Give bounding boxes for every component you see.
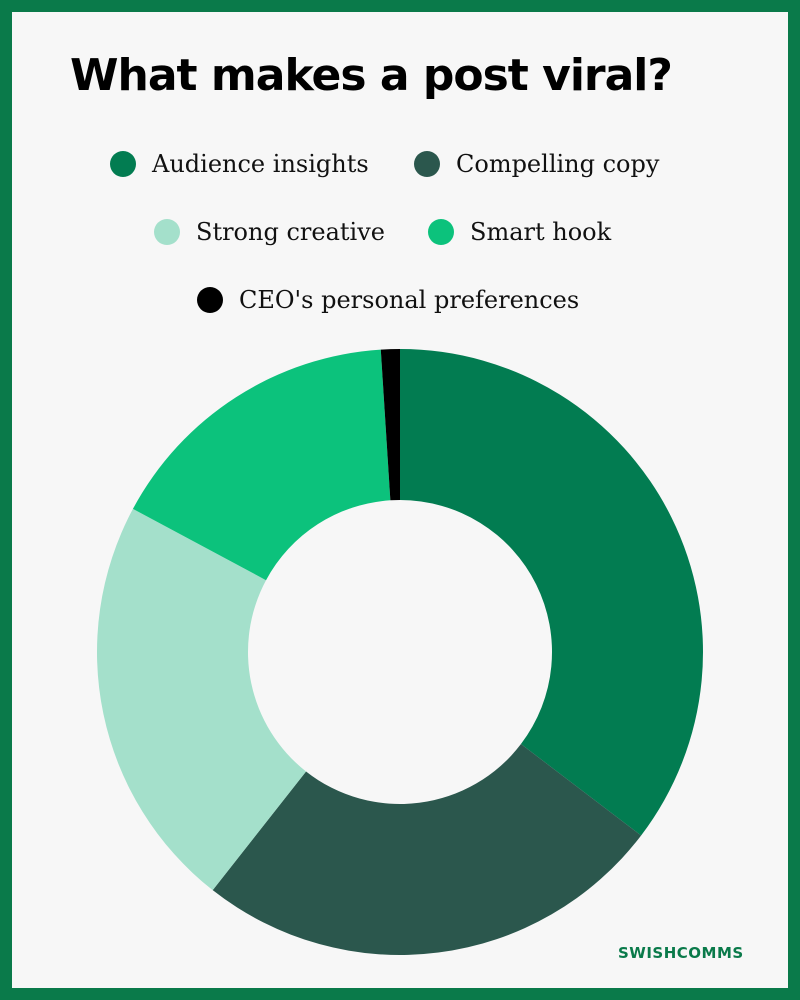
legend-label: Smart hook — [470, 218, 612, 246]
legend-label: Compelling copy — [456, 150, 660, 178]
legend-label: Strong creative — [196, 218, 385, 246]
slice-smart-hook — [132, 349, 391, 581]
legend-swatch — [110, 151, 136, 177]
slice-compelling-copy — [212, 744, 642, 956]
legend-item-audience-insights: Audience insights — [110, 150, 369, 178]
legend-label: Audience insights — [152, 150, 369, 178]
legend-item-strong-creative: Strong creative — [154, 218, 385, 246]
legend-label: CEO's personal preferences — [239, 286, 580, 314]
brand-logo-text: SWISHCOMMS — [618, 944, 744, 962]
slice-audience-insights — [400, 349, 703, 836]
chart-title: What makes a post viral? — [70, 50, 673, 101]
legend-item-smart-hook: Smart hook — [428, 218, 611, 246]
legend-swatch — [428, 219, 454, 245]
legend-item-compelling-copy: Compelling copy — [414, 150, 659, 178]
legend-swatch — [154, 219, 180, 245]
legend-swatch — [414, 151, 440, 177]
legend-swatch — [197, 287, 223, 313]
legend-item-ceo-preferences: CEO's personal preferences — [197, 286, 579, 314]
slice-ceo-s-personal-preferences — [380, 349, 400, 501]
slice-strong-creative — [96, 508, 307, 891]
